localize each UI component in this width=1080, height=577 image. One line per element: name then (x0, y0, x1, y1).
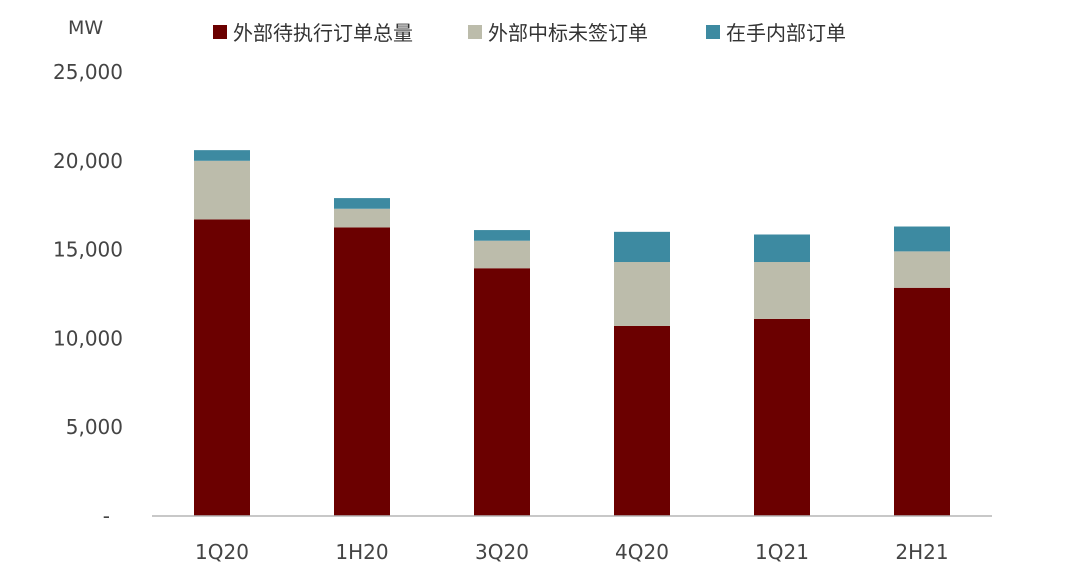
x-tick-label: 1H20 (335, 540, 388, 564)
x-tick-label: 2H21 (895, 540, 948, 564)
x-tick-label: 1Q21 (755, 540, 809, 564)
y-tick-label: 20,000 (53, 149, 123, 173)
x-tick-label: 4Q20 (615, 540, 669, 564)
legend-swatch-3 (706, 25, 720, 39)
bar-segment-1 (334, 227, 390, 516)
x-tick-label: 3Q20 (475, 540, 529, 564)
x-tick-label: 1Q20 (195, 540, 249, 564)
bar-segment-3 (754, 234, 810, 263)
y-axis-unit-label: MW (68, 17, 103, 39)
bar-segment-2 (754, 262, 810, 319)
legend-swatch-2 (468, 25, 482, 39)
legend-label-1: 外部待执行订单总量 (233, 21, 413, 45)
bar-segment-3 (614, 231, 670, 263)
legend-label-2: 外部中标未签订单 (488, 21, 648, 45)
bar-segment-2 (614, 262, 670, 326)
bar-segment-1 (614, 325, 670, 516)
y-tick-label: 25,000 (53, 60, 123, 84)
bar-segment-2 (474, 240, 530, 269)
bar-segment-2 (894, 251, 950, 288)
x-axis-ticks: 1Q20 1H20 3Q20 4Q20 1Q21 2H21 (195, 540, 949, 564)
y-tick-label: 10,000 (53, 326, 123, 350)
bars (194, 150, 950, 516)
legend-swatch-1 (213, 25, 227, 39)
bar-segment-2 (194, 160, 250, 220)
y-tick-label: - (103, 504, 110, 528)
bar-segment-1 (474, 268, 530, 516)
y-tick-label: 5,000 (66, 415, 123, 439)
bar-segment-3 (194, 150, 250, 161)
legend: 外部待执行订单总量 外部中标未签订单 在手内部订单 (213, 21, 846, 45)
y-tick-label: 15,000 (53, 238, 123, 262)
bar-segment-3 (474, 230, 530, 241)
bar-segment-3 (894, 226, 950, 252)
bar-segment-1 (194, 219, 250, 516)
legend-label-3: 在手内部订单 (726, 21, 846, 45)
bar-segment-3 (334, 198, 390, 209)
bar-segment-1 (894, 287, 950, 516)
y-axis-ticks: - 5,000 10,000 15,000 20,000 25,000 (53, 60, 123, 528)
bar-segment-1 (754, 318, 810, 516)
bar-segment-2 (334, 208, 390, 228)
